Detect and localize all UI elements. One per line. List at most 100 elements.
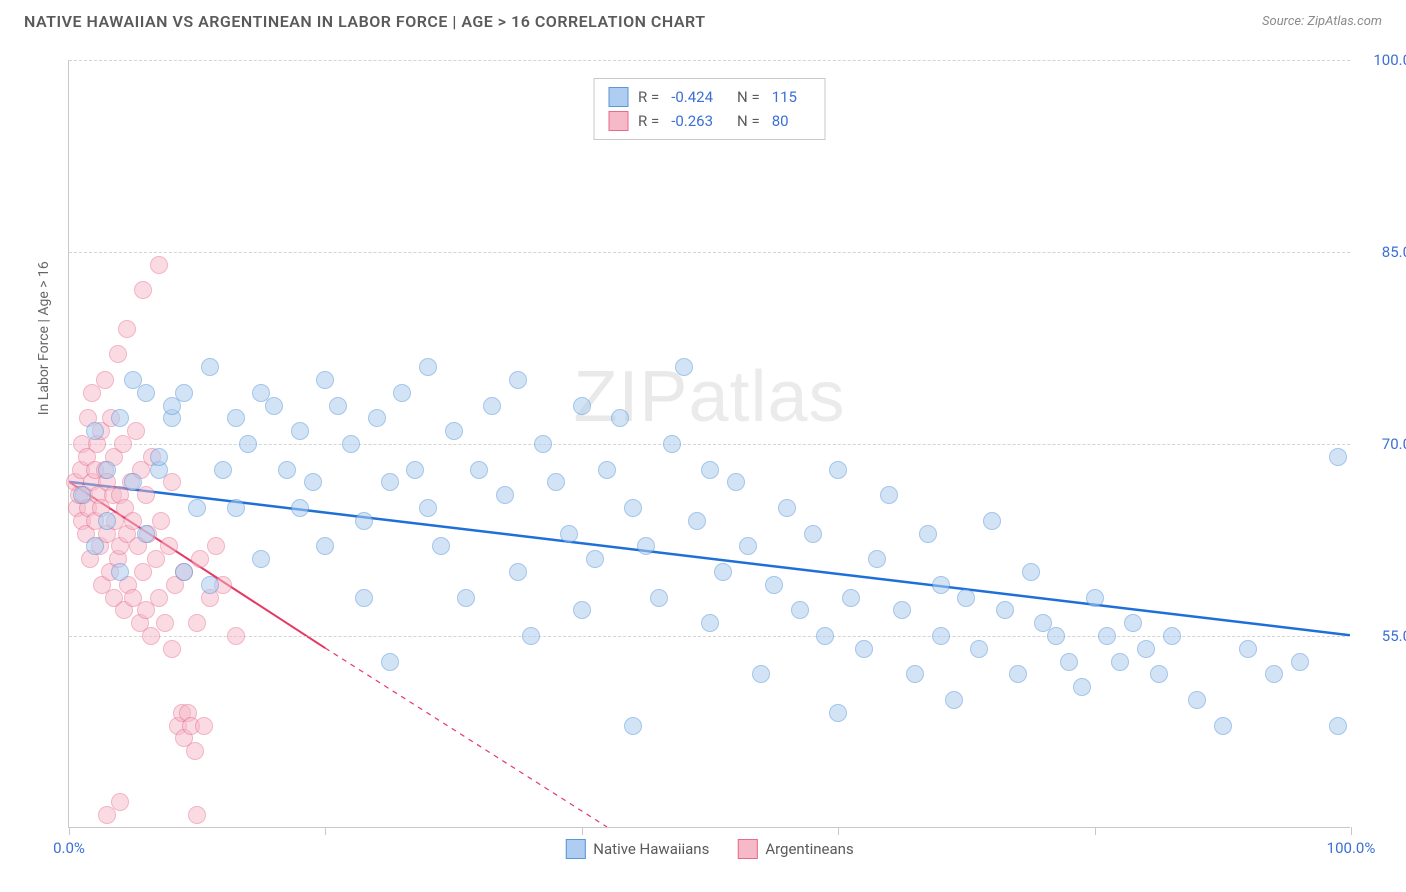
scatter-point <box>142 627 160 645</box>
scatter-point <box>368 409 386 427</box>
scatter-point <box>355 589 373 607</box>
scatter-point <box>829 461 847 479</box>
x-tick <box>1351 827 1352 835</box>
legend-label-1: Native Hawaiians <box>593 840 709 858</box>
scatter-point <box>98 461 116 479</box>
scatter-point <box>496 486 514 504</box>
scatter-point <box>560 525 578 543</box>
scatter-point <box>188 806 206 824</box>
scatter-point <box>1009 665 1027 683</box>
scatter-point <box>906 665 924 683</box>
y-tick-label: 100.0% <box>1358 51 1406 69</box>
scatter-point <box>124 473 142 491</box>
corr-n-label-2: N = <box>737 109 760 133</box>
x-tick <box>69 827 70 835</box>
corr-r-value-2: -0.263 <box>671 109 713 133</box>
x-tick <box>838 827 839 835</box>
scatter-point <box>118 320 136 338</box>
scatter-point <box>457 589 475 607</box>
scatter-point <box>701 614 719 632</box>
scatter-point <box>150 589 168 607</box>
scatter-point <box>111 563 129 581</box>
scatter-point <box>752 665 770 683</box>
series-legend: Native Hawaiians Argentineans <box>565 839 853 859</box>
scatter-point <box>547 473 565 491</box>
corr-r-label-1: R = <box>638 85 659 109</box>
corr-row-2: R = -0.263 N = 80 <box>608 109 811 133</box>
x-tick-label: 0.0% <box>53 839 85 857</box>
scatter-point <box>829 704 847 722</box>
scatter-point <box>278 461 296 479</box>
scatter-point <box>406 461 424 479</box>
correlation-legend: R = -0.424 N = 115 R = -0.263 N = 80 <box>593 78 826 140</box>
legend-item-2: Argentineans <box>737 839 853 859</box>
scatter-point <box>932 576 950 594</box>
scatter-point <box>175 384 193 402</box>
scatter-point <box>207 537 225 555</box>
watermark-thin: atlas <box>688 357 845 437</box>
scatter-point <box>573 397 591 415</box>
scatter-point <box>419 499 437 517</box>
scatter-point <box>163 640 181 658</box>
scatter-point <box>573 601 591 619</box>
scatter-point <box>996 601 1014 619</box>
corr-r-label-2: R = <box>638 109 659 133</box>
legend-label-2: Argentineans <box>765 840 853 858</box>
scatter-point <box>227 409 245 427</box>
scatter-point <box>1124 614 1142 632</box>
watermark-bold: ZIP <box>573 357 688 437</box>
corr-r-value-1: -0.424 <box>671 85 713 109</box>
x-tick <box>325 827 326 835</box>
scatter-point <box>393 384 411 402</box>
scatter-point <box>111 409 129 427</box>
scatter-point <box>534 435 552 453</box>
scatter-point <box>983 512 1001 530</box>
scatter-point <box>86 422 104 440</box>
scatter-point <box>1137 640 1155 658</box>
scatter-point <box>111 793 129 811</box>
scatter-point <box>191 550 209 568</box>
scatter-point <box>804 525 822 543</box>
scatter-point <box>201 358 219 376</box>
watermark: ZIPatlas <box>573 356 845 438</box>
chart-header: NATIVE HAWAIIAN VS ARGENTINEAN IN LABOR … <box>0 0 1406 39</box>
corr-row-1: R = -0.424 N = 115 <box>608 85 811 109</box>
scatter-point <box>791 601 809 619</box>
gridline-h <box>69 252 1350 253</box>
legend-swatch-1 <box>565 839 585 859</box>
scatter-point <box>381 653 399 671</box>
scatter-point <box>1073 678 1091 696</box>
scatter-point <box>195 717 213 735</box>
y-tick-label: 70.0% <box>1358 435 1406 453</box>
scatter-point <box>522 627 540 645</box>
scatter-point <box>419 358 437 376</box>
y-tick-label: 55.0% <box>1358 627 1406 645</box>
scatter-point <box>1214 717 1232 735</box>
scatter-point <box>201 576 219 594</box>
gridline-h <box>69 636 1350 637</box>
scatter-point <box>1291 653 1309 671</box>
scatter-point <box>150 256 168 274</box>
scatter-point <box>624 717 642 735</box>
scatter-point <box>1150 665 1168 683</box>
scatter-point <box>1239 640 1257 658</box>
scatter-point <box>586 550 604 568</box>
scatter-point <box>304 473 322 491</box>
scatter-point <box>291 422 309 440</box>
scatter-point <box>381 473 399 491</box>
scatter-point <box>109 345 127 363</box>
scatter-point <box>316 537 334 555</box>
scatter-point <box>816 627 834 645</box>
scatter-point <box>932 627 950 645</box>
scatter-point <box>598 461 616 479</box>
scatter-point <box>1188 691 1206 709</box>
x-tick <box>582 827 583 835</box>
scatter-point <box>137 486 155 504</box>
scatter-point <box>227 499 245 517</box>
scatter-point <box>432 537 450 555</box>
corr-n-value-2: 80 <box>772 109 789 133</box>
scatter-point <box>470 461 488 479</box>
scatter-point <box>96 371 114 389</box>
scatter-point <box>1163 627 1181 645</box>
scatter-point <box>714 563 732 581</box>
